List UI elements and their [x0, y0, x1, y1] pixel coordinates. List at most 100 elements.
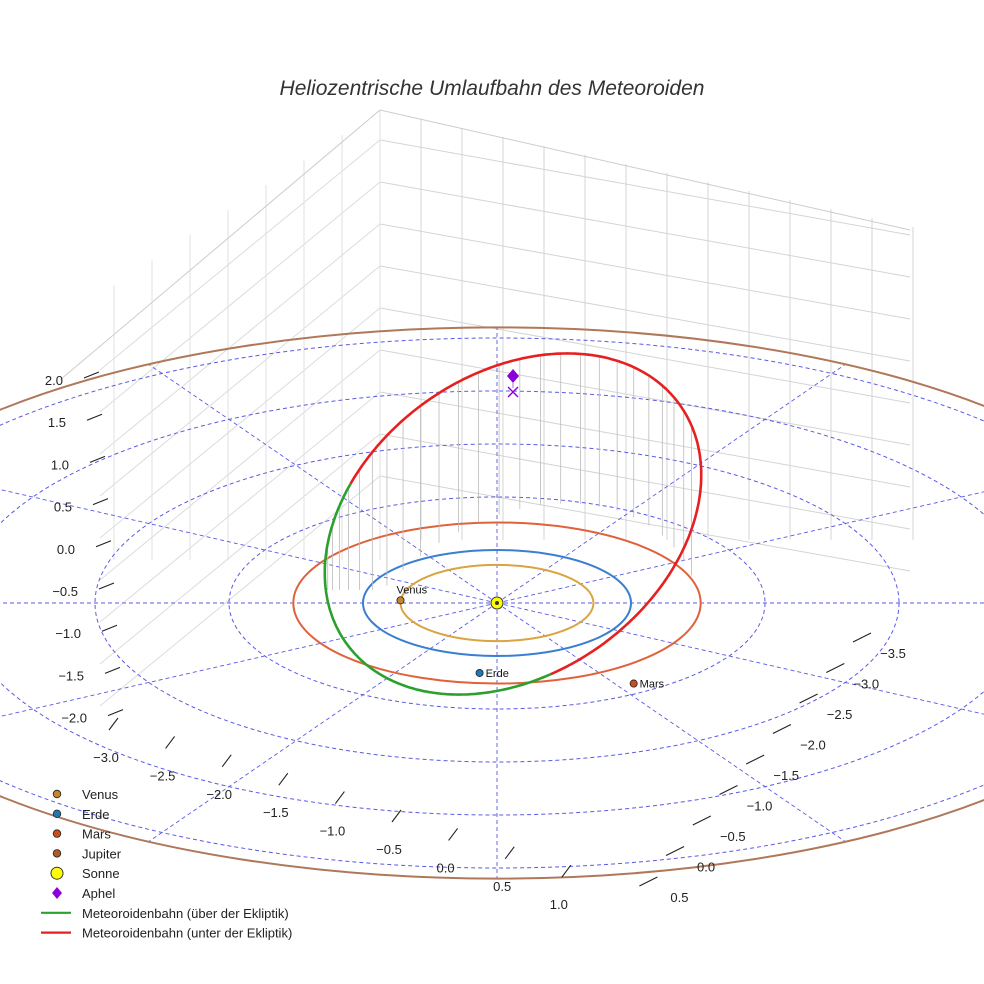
z-tick [92, 498, 109, 506]
x-tick [221, 754, 232, 768]
x-tick-label: 1.0 [550, 897, 568, 912]
pane-edge [379, 109, 911, 231]
legend-label: Mars [82, 827, 111, 842]
z-tick [95, 540, 112, 548]
z-tick [107, 709, 124, 717]
pane-gridline [379, 223, 911, 320]
planet-label-mars: Mars [640, 679, 665, 691]
x-tick [108, 717, 119, 731]
legend-label: Venus [82, 787, 119, 802]
ecliptic-spoke [496, 602, 846, 843]
ecliptic-spoke [148, 602, 498, 843]
pane-gridline [99, 433, 381, 665]
x-tick-label: −1.5 [263, 805, 289, 820]
z-tick-label: 1.5 [48, 415, 66, 430]
y-tick-label: −2.5 [827, 707, 853, 722]
pane-gridline [99, 181, 381, 413]
aphel-marker [507, 369, 519, 383]
legend-marker [52, 829, 62, 838]
pane-gridline [379, 139, 911, 236]
pane-gridline [379, 307, 911, 404]
y-tick-label: −3.0 [853, 677, 879, 692]
drop-lines [327, 353, 692, 590]
x-tick-label: −3.0 [93, 750, 119, 765]
y-tick [826, 663, 845, 673]
meteoroid-orbit-below [349, 352, 703, 676]
legend-marker [52, 849, 62, 858]
z-tick-label: −2.0 [61, 711, 87, 726]
legend-label: Aphel [82, 886, 115, 901]
planet-label-venus: Venus [397, 584, 428, 596]
x-tick [448, 828, 459, 841]
pane-gridline [379, 349, 911, 446]
ecliptic-spoke [0, 602, 498, 717]
y-tick-label: −0.5 [720, 829, 746, 844]
pane-gridline [99, 139, 381, 371]
z-tick [98, 582, 115, 590]
pane-grid [59, 109, 914, 707]
pane-gridline [379, 475, 911, 572]
y-tick [719, 785, 738, 795]
orbit-jupiter [0, 326, 984, 880]
y-tick-label: −1.0 [747, 799, 773, 814]
x-tick [561, 864, 572, 878]
bodies: Venus Erde Mars [396, 369, 665, 691]
ecliptic-spoke [496, 491, 984, 604]
y-tick-label: −1.5 [773, 768, 799, 783]
pane-gridline [379, 265, 911, 362]
ecliptic-spoke [496, 363, 846, 604]
meteoroid-orbit [323, 352, 703, 696]
z-tick-label: 0.5 [54, 500, 72, 515]
pane-gridline [99, 475, 381, 707]
planet-venus [396, 596, 405, 605]
x-tick-label: −0.5 [376, 842, 402, 857]
legend-label: Jupiter [82, 846, 122, 861]
z-tick-label: 1.0 [51, 457, 69, 472]
legend-marker [52, 789, 62, 799]
y-tick-label: −2.0 [800, 738, 826, 753]
x-tick [391, 809, 402, 823]
z-tick-label: 2.0 [45, 373, 63, 388]
legend-label: Meteoroidenbahn (unter der Ekliptik) [82, 926, 292, 941]
ecliptic-spoke [148, 363, 498, 604]
aphel-projection-marker [507, 386, 519, 398]
ecliptic-grid [0, 327, 984, 879]
x-tick [334, 791, 345, 804]
x-tick-label: −2.0 [206, 787, 232, 802]
legend-marker [52, 809, 62, 818]
pane-gridline [99, 349, 381, 581]
x-tick [278, 772, 289, 786]
chart-title: Heliozentrische Umlaufbahn des Meteoroid… [280, 77, 705, 100]
planet-mars [629, 679, 638, 688]
x-tick-label: 0.5 [493, 879, 511, 894]
y-tick-label: 0.0 [697, 860, 715, 875]
legend-label: Sonne [82, 866, 120, 881]
x-tick-label: −1.0 [320, 824, 346, 839]
z-tick-label: 0.0 [57, 542, 75, 557]
legend-marker [50, 866, 64, 880]
legend: Venus Erde Mars Jupiter Sonne Aphel Meteoroide… [41, 787, 292, 941]
y-tick [852, 632, 872, 643]
axes: 2.01.51.00.50.0−0.5−1.0−1.5−2.0−3.0−2.5−… [45, 371, 906, 912]
z-tick [89, 455, 106, 463]
ecliptic-spoke [496, 602, 984, 715]
y-tick [692, 815, 712, 826]
ecliptic-spoke [0, 489, 498, 604]
z-tick-label: −0.5 [52, 584, 78, 599]
y-tick [745, 754, 765, 765]
legend-label: Erde [82, 807, 109, 822]
planet-erde [475, 668, 484, 677]
x-tick [165, 736, 176, 749]
legend-marker [52, 887, 62, 899]
y-tick [799, 693, 818, 704]
y-tick [639, 876, 658, 887]
pane-gridline [99, 265, 381, 497]
x-tick [504, 846, 515, 860]
z-tick [101, 624, 118, 632]
pane-gridline [379, 391, 911, 488]
y-tick-label: 0.5 [670, 890, 688, 905]
z-tick [86, 413, 103, 421]
pane-gridline [379, 433, 911, 530]
pane-edge [59, 109, 381, 381]
